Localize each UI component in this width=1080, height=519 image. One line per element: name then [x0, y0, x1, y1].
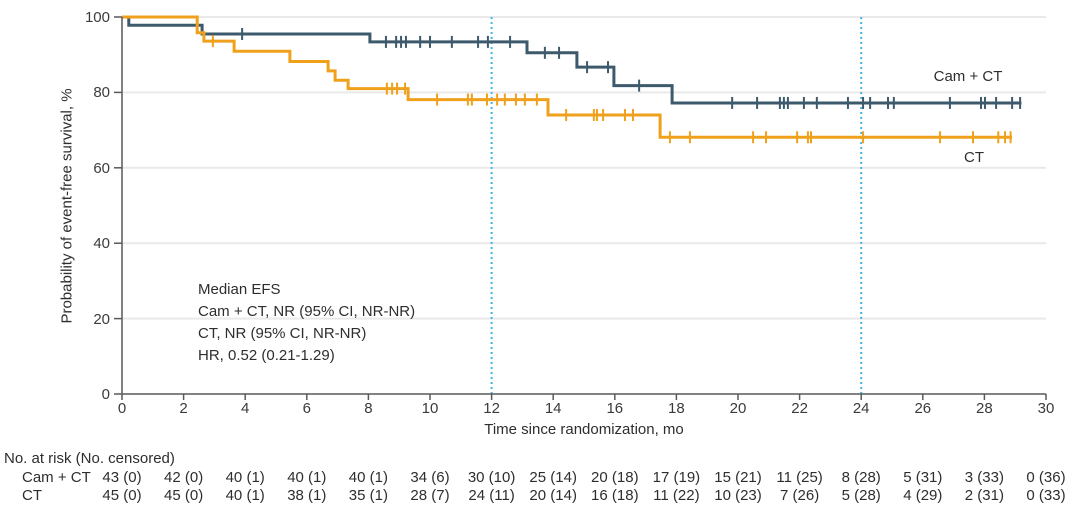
risk-cell: 7 (26) — [780, 487, 820, 504]
y-tick-label: 40 — [93, 235, 110, 253]
x-tick-label: 22 — [791, 400, 808, 417]
risk-cell: 11 (25) — [776, 469, 823, 486]
risk-cell: 28 (7) — [410, 487, 450, 504]
km-curve-ct — [122, 15, 1013, 139]
risk-cell: 16 (18) — [591, 487, 639, 504]
x-tick-label: 2 — [179, 400, 188, 417]
risk-cell: 8 (28) — [841, 469, 881, 486]
risk-cell: 0 (33) — [1026, 487, 1066, 504]
risk-table-title: No. at risk (No. censored) — [4, 450, 175, 467]
risk-cell: 40 (1) — [225, 487, 265, 504]
y-tick-label: 80 — [93, 84, 110, 102]
risk-row-label-ct: CT — [22, 487, 42, 504]
x-tick-label: 4 — [241, 400, 250, 417]
x-tick-label: 8 — [364, 400, 373, 417]
risk-cell: 20 (18) — [591, 469, 639, 486]
x-tick-label: 0 — [117, 400, 127, 417]
risk-cell: 40 (1) — [287, 469, 327, 486]
x-tick-label: 28 — [976, 400, 993, 417]
y-tick-label: 100 — [84, 9, 110, 26]
risk-cell: 5 (31) — [903, 469, 943, 486]
risk-cell: 40 (1) — [348, 469, 388, 486]
risk-cell: 35 (1) — [348, 487, 388, 504]
risk-cell: 10 (23) — [714, 487, 762, 504]
x-tick-label: 24 — [852, 400, 870, 417]
risk-cell: 38 (1) — [287, 487, 327, 504]
x-tick-label: 6 — [302, 400, 311, 417]
risk-cell: 43 (0) — [102, 469, 142, 486]
y-tick-label: 20 — [93, 310, 110, 328]
risk-cell: 25 (14) — [529, 469, 577, 486]
x-tick-label: 10 — [421, 400, 439, 417]
risk-cell: 4 (29) — [903, 487, 943, 504]
x-tick-label: 20 — [729, 400, 747, 417]
y-tick-label: 60 — [93, 159, 110, 177]
risk-cell: 24 (11) — [468, 487, 515, 504]
risk-cell: 30 (10) — [467, 469, 516, 486]
stats-annotation: Median EFS Cam + CT, NR (95% CI, NR-NR) … — [198, 279, 415, 367]
annotation-cam-ct: Cam + CT, NR (95% CI, NR-NR) — [198, 303, 416, 320]
risk-cell: 45 (0) — [164, 487, 204, 504]
x-tick-label: 16 — [606, 400, 624, 417]
x-tick-label: 26 — [914, 400, 932, 417]
risk-cell: 0 (36) — [1026, 469, 1066, 486]
risk-cell: 34 (6) — [410, 469, 450, 486]
risk-cell: 5 (28) — [841, 487, 881, 504]
annotation-median-efs: Median EFS — [198, 281, 281, 298]
risk-cell: 45 (0) — [102, 487, 142, 504]
curve-label-cam-ct: Cam + CT — [933, 68, 1003, 85]
annotation-ct: CT, NR (95% CI, NR-NR) — [198, 325, 367, 342]
x-tick-label: 18 — [668, 400, 685, 417]
x-tick-label: 14 — [544, 400, 562, 417]
risk-cell: 3 (33) — [964, 469, 1004, 486]
x-axis-title: Time since randomization, mo — [484, 421, 684, 438]
y-tick-label: 0 — [101, 386, 110, 403]
x-tick-label: 12 — [483, 400, 500, 417]
risk-row-label-cam-ct: Cam + CT — [22, 469, 91, 486]
risk-cell: 11 (22) — [653, 487, 700, 504]
annotation-hr: HR, 0.52 (0.21-1.29) — [198, 347, 335, 364]
curve-label-ct: CT — [964, 149, 984, 166]
y-axis-title: Probability of event-free survival, % — [58, 88, 76, 324]
risk-cell: 15 (21) — [714, 469, 762, 486]
risk-cell: 20 (14) — [529, 487, 577, 504]
risk-cell: 42 (0) — [164, 469, 204, 486]
km-curve-cam-ct — [122, 15, 1022, 105]
risk-cell: 2 (31) — [964, 487, 1004, 504]
x-tick-label: 30 — [1037, 400, 1055, 417]
risk-cell: 17 (19) — [652, 469, 701, 486]
risk-cell: 40 (1) — [225, 469, 265, 486]
